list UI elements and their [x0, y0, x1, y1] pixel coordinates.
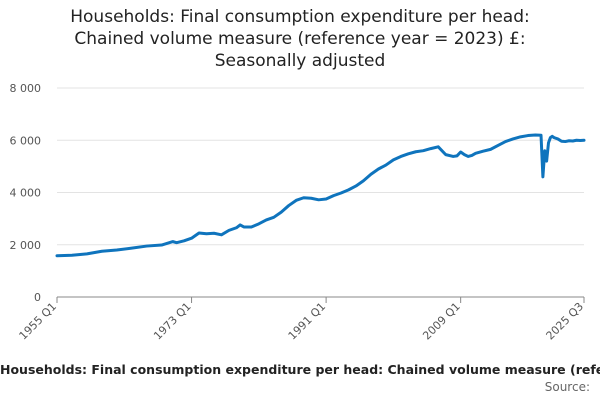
- chart-title-line-3: Seasonally adjusted: [214, 51, 386, 71]
- x-tick-label: 2025 Q3: [544, 300, 587, 343]
- chart-title-line-2: Chained volume measure (reference year =…: [74, 29, 526, 49]
- legend-label: Households: Final consumption expenditur…: [0, 362, 600, 377]
- series-line: [55, 133, 586, 258]
- x-tick-label: 1991 Q1: [286, 300, 329, 343]
- y-tick-label: 2 000: [10, 239, 42, 252]
- x-tick-label: 1955 Q1: [17, 300, 60, 343]
- chart-title-line-1: Households: Final consumption expenditur…: [70, 7, 530, 27]
- x-tick-label: 1973 Q1: [151, 300, 194, 343]
- y-tick-label: 0: [34, 291, 41, 304]
- y-tick-label: 6 000: [10, 134, 42, 147]
- y-tick-label: 8 000: [10, 82, 42, 95]
- source-note: Source:: [544, 380, 590, 394]
- x-tick-label: 2009 Q1: [420, 300, 463, 343]
- chart-legend: Households: Final consumption expenditur…: [0, 362, 600, 377]
- y-tick-label: 4 000: [10, 187, 42, 200]
- chart-title: Households: Final consumption expenditur…: [0, 6, 600, 72]
